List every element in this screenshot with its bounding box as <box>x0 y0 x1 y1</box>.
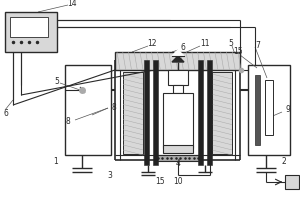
Text: 7: 7 <box>256 40 260 49</box>
Text: 5: 5 <box>229 40 233 48</box>
Bar <box>207 60 212 165</box>
Text: 11: 11 <box>200 40 210 48</box>
Bar <box>10 17 48 37</box>
Polygon shape <box>172 50 184 56</box>
Text: 8: 8 <box>66 117 70 127</box>
Bar <box>155 155 202 161</box>
Bar <box>123 72 143 154</box>
Bar <box>285 175 299 189</box>
Text: 15: 15 <box>233 47 243 56</box>
Bar <box>173 85 183 93</box>
Bar <box>248 65 290 155</box>
Bar <box>198 60 203 165</box>
Bar <box>163 93 193 148</box>
Bar <box>144 60 149 165</box>
Bar <box>265 80 273 135</box>
Text: 12: 12 <box>147 40 157 48</box>
Text: 14: 14 <box>67 0 77 8</box>
Bar <box>212 72 232 154</box>
Text: 2: 2 <box>282 158 286 166</box>
Text: 6: 6 <box>4 108 9 117</box>
Text: 15: 15 <box>155 176 165 186</box>
Bar <box>255 75 260 145</box>
Text: 10: 10 <box>173 176 183 186</box>
Text: 3: 3 <box>108 170 112 180</box>
Text: 6: 6 <box>181 44 185 52</box>
Text: 1: 1 <box>54 158 58 166</box>
Polygon shape <box>172 56 184 62</box>
Text: 4: 4 <box>176 160 180 168</box>
Bar <box>115 52 240 70</box>
Bar <box>168 70 188 85</box>
Text: 9: 9 <box>285 106 290 114</box>
Text: 5: 5 <box>55 76 59 86</box>
Bar <box>5 12 57 52</box>
Bar <box>153 60 158 165</box>
Bar <box>163 145 193 153</box>
Bar <box>65 65 111 155</box>
Text: 8: 8 <box>112 102 117 112</box>
